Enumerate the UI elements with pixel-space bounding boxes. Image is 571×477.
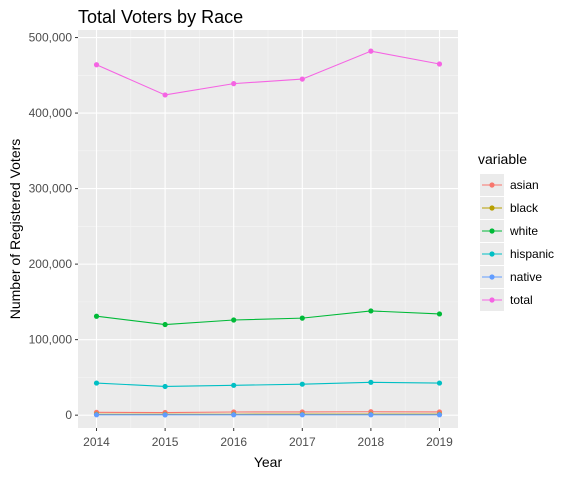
x-tick-label: 2015 <box>152 435 179 449</box>
data-point-native <box>93 412 100 418</box>
legend-item-hispanic: hispanic <box>480 243 554 265</box>
legend-key-point <box>489 182 495 188</box>
series-line-asian <box>96 411 440 414</box>
data-point-white <box>231 317 237 323</box>
data-point-total <box>299 76 305 82</box>
data-point-white <box>299 315 305 321</box>
y-tick-label: 500,000 <box>29 31 73 45</box>
legend-key-point <box>489 205 495 211</box>
series-line-total <box>96 50 440 96</box>
y-tick-label: 400,000 <box>29 106 73 120</box>
legend-item-total: total <box>480 289 533 311</box>
series-line-white <box>96 310 440 326</box>
y-tick-label: 200,000 <box>29 257 73 271</box>
series-line-hispanic <box>96 381 440 388</box>
data-point-total <box>436 61 443 67</box>
data-point-hispanic <box>299 381 305 387</box>
x-tick-label: 2014 <box>83 435 110 449</box>
legend-title: variable <box>478 151 527 167</box>
data-point-native <box>162 412 168 418</box>
legend-key-point <box>489 228 495 234</box>
legend: variable asian black white hispanic native to… <box>478 151 554 311</box>
data-point-native <box>299 412 305 418</box>
legend-label-white: white <box>509 224 538 238</box>
legend-label-total: total <box>510 293 533 307</box>
legend-label-hispanic: hispanic <box>510 247 554 261</box>
y-tick-label: 100,000 <box>29 333 73 347</box>
data-point-hispanic <box>436 380 443 386</box>
legend-label-asian: asian <box>510 178 539 192</box>
data-point-total <box>162 92 168 98</box>
y-axis-title: Number of Registered Voters <box>7 139 23 320</box>
y-tick-label: 0 <box>65 408 72 422</box>
legend-label-native: native <box>510 270 542 284</box>
data-point-white <box>368 308 374 314</box>
x-tick-label: 2018 <box>358 435 385 449</box>
x-tick-label: 2019 <box>426 435 453 449</box>
legend-key-point <box>489 274 495 280</box>
data-point-native <box>231 412 237 418</box>
legend-key-point <box>489 297 495 303</box>
y-tick-label: 300,000 <box>29 182 73 196</box>
data-point-total <box>231 81 237 87</box>
data-point-hispanic <box>231 382 237 388</box>
data-point-white <box>93 313 100 319</box>
data-point-total <box>93 62 100 68</box>
data-point-hispanic <box>93 380 100 386</box>
plot-panel <box>78 30 458 428</box>
x-tick-label: 2017 <box>289 435 316 449</box>
data-point-total <box>368 48 374 54</box>
legend-item-black: black <box>480 197 539 219</box>
data-point-white <box>162 321 168 328</box>
chart-title: Total Voters by Race <box>78 7 243 27</box>
data-point-hispanic <box>368 379 374 385</box>
x-axis-title: Year <box>254 454 283 470</box>
x-tick-label: 2016 <box>220 435 247 449</box>
data-point-hispanic <box>162 383 168 390</box>
legend-key-point <box>489 251 495 257</box>
legend-item-white: white <box>480 220 538 242</box>
data-point-native <box>436 412 443 418</box>
data-point-native <box>368 412 374 418</box>
legend-item-native: native <box>480 266 542 288</box>
legend-label-black: black <box>510 201 539 215</box>
legend-item-asian: asian <box>480 174 539 196</box>
data-point-white <box>436 311 443 317</box>
